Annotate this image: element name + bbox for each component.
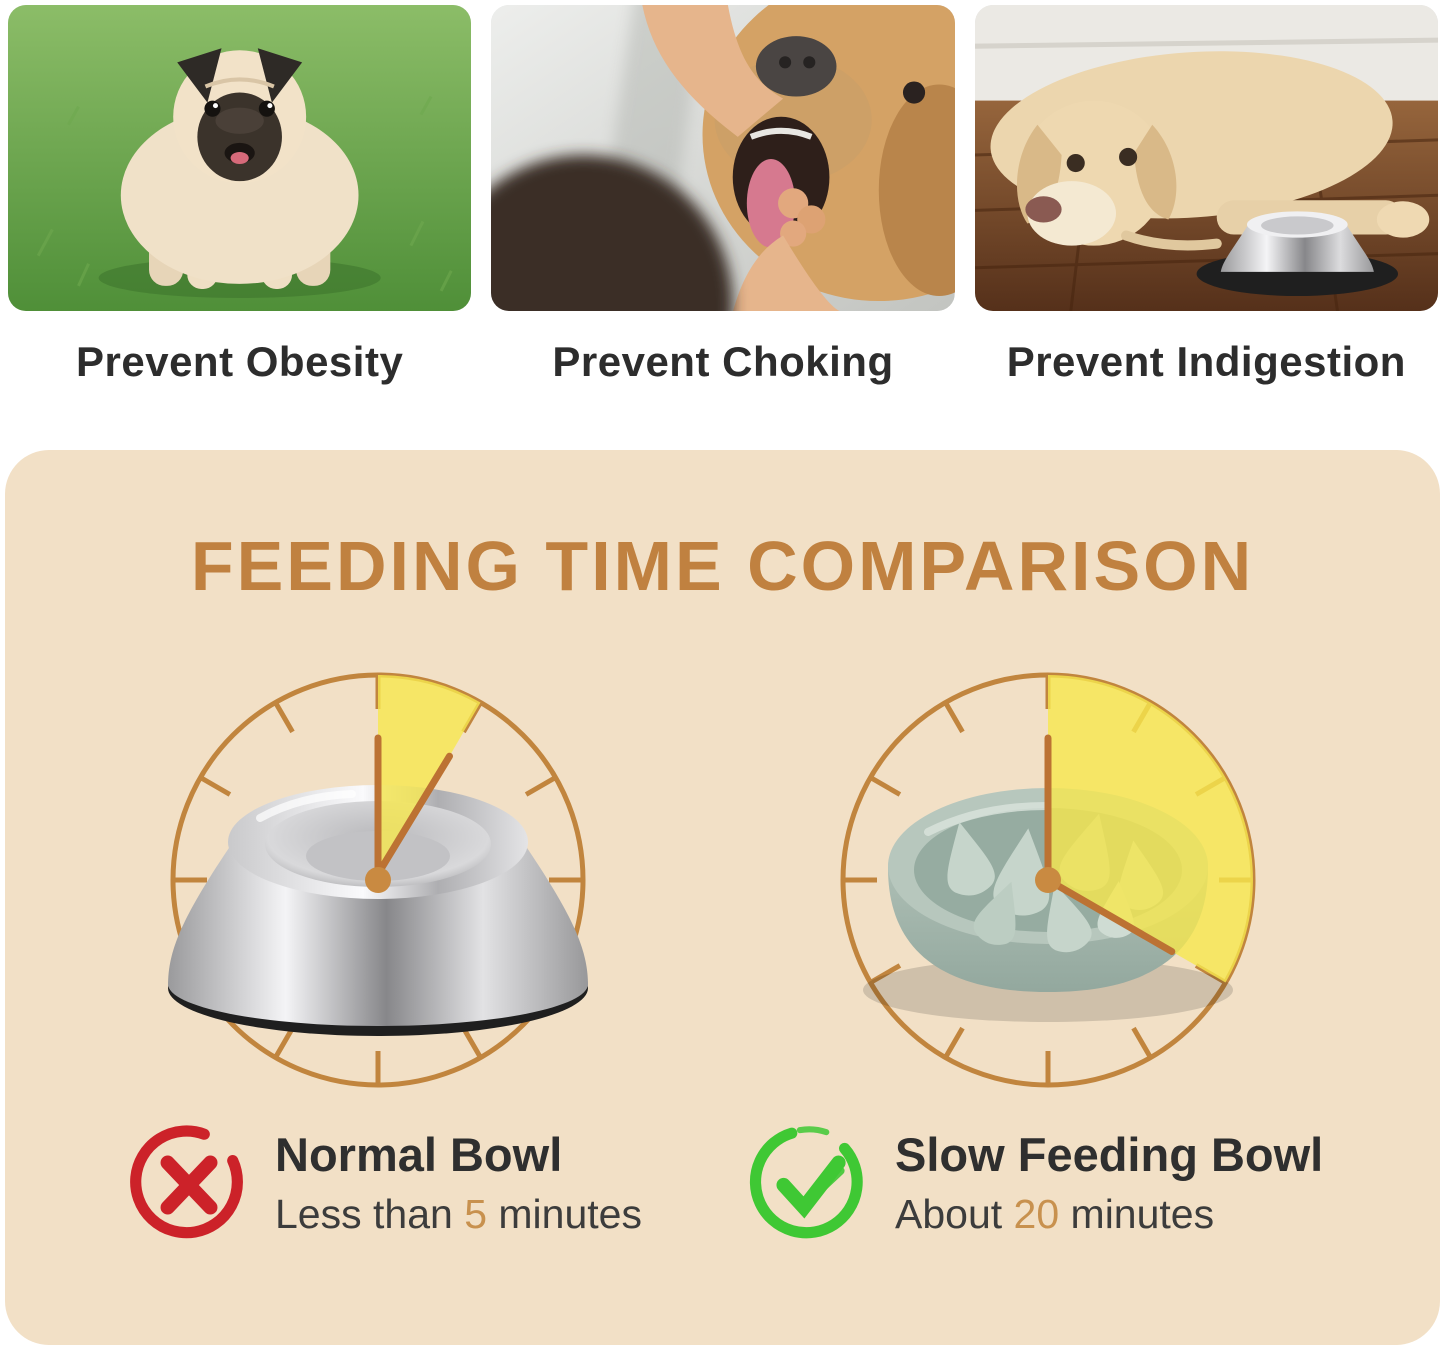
time-value: 5 — [464, 1191, 487, 1238]
clock-center-dot — [365, 867, 391, 893]
caption-prevent-obesity: Prevent Obesity — [76, 338, 404, 385]
pug-dog — [120, 48, 359, 289]
normal-bowl-clock — [168, 672, 588, 1088]
clock-hands — [374, 734, 453, 878]
photo-prevent-obesity — [8, 5, 472, 311]
owner-hair — [491, 155, 734, 311]
check-icon — [749, 1126, 863, 1239]
clock-hands — [1044, 734, 1176, 955]
time-value: 20 — [1013, 1191, 1060, 1238]
fat-pug-illustration — [8, 5, 472, 311]
caption-prevent-choking: Prevent Choking — [552, 338, 894, 385]
clock-center-dot — [1035, 867, 1061, 893]
slow-bowl-clock — [840, 672, 1256, 1088]
labrador-dog — [990, 51, 1429, 251]
steel-bowl-mini — [1196, 211, 1398, 296]
mouth-check-illustration — [491, 5, 955, 311]
slow-bowl-verdict: Slow Feeding Bowl About 20 minutes — [747, 1122, 1323, 1244]
benefit-captions-row: Prevent Obesity Prevent Choking Prevent … — [8, 338, 1438, 386]
owner-hands — [642, 5, 841, 311]
time-suffix: minutes — [1059, 1191, 1215, 1238]
photo-prevent-choking — [491, 5, 955, 311]
normal-bowl-label: Normal Bowl — [275, 1128, 563, 1182]
time-prefix: Less than — [275, 1191, 465, 1238]
feeding-time-comparison-panel: FEEDING TIME COMPARISON — [5, 450, 1440, 1345]
caption-prevent-indigestion: Prevent Indigestion — [1006, 338, 1406, 385]
photo-prevent-indigestion — [974, 5, 1438, 311]
time-prefix: About — [895, 1191, 1014, 1238]
labrador-by-bowl-illustration — [974, 5, 1438, 311]
cross-icon — [130, 1125, 243, 1239]
normal-bowl-time: Less than 5 minutes — [275, 1192, 642, 1237]
normal-bowl-verdict: Normal Bowl Less than 5 minutes — [127, 1122, 642, 1244]
benefit-photos-row — [8, 5, 1438, 311]
slow-bowl-label: Slow Feeding Bowl — [895, 1128, 1324, 1182]
time-suffix: minutes — [487, 1191, 642, 1238]
slow-bowl-time: About 20 minutes — [895, 1192, 1323, 1237]
panel-title: FEEDING TIME COMPARISON — [190, 527, 1255, 605]
